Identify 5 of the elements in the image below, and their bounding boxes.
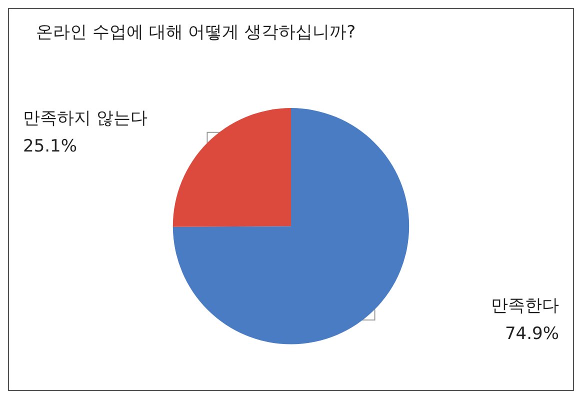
data-label: 74.9% (504, 324, 559, 344)
slice-label: 만족한다 (491, 296, 559, 316)
slice-label: 만족하지 않는다 (23, 108, 148, 128)
data-label: 25.1% (23, 136, 78, 156)
chart-title: 온라인 수업에 대해 어떻게 생각하십니까? (36, 22, 356, 42)
